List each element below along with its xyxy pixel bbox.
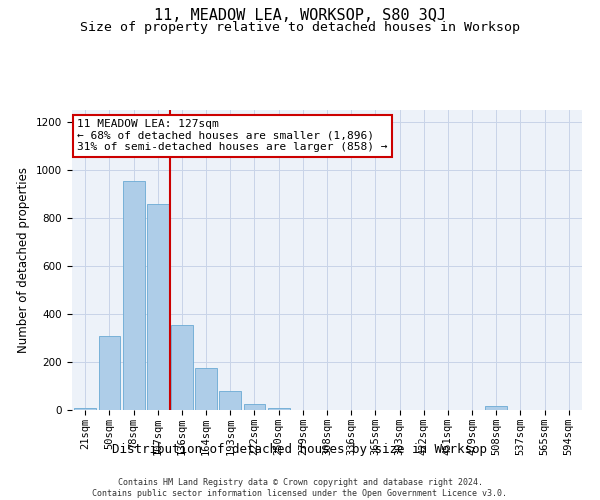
Text: 11 MEADOW LEA: 127sqm
← 68% of detached houses are smaller (1,896)
31% of semi-d: 11 MEADOW LEA: 127sqm ← 68% of detached … bbox=[77, 119, 388, 152]
Text: Distribution of detached houses by size in Worksop: Distribution of detached houses by size … bbox=[113, 442, 487, 456]
Bar bbox=[244, 404, 265, 410]
Bar bbox=[268, 408, 290, 410]
Bar bbox=[171, 325, 193, 410]
Bar bbox=[485, 406, 507, 410]
Bar bbox=[195, 368, 217, 410]
Bar bbox=[74, 408, 96, 410]
Y-axis label: Number of detached properties: Number of detached properties bbox=[17, 167, 31, 353]
Bar bbox=[147, 204, 169, 410]
Text: 11, MEADOW LEA, WORKSOP, S80 3QJ: 11, MEADOW LEA, WORKSOP, S80 3QJ bbox=[154, 8, 446, 22]
Text: Contains HM Land Registry data © Crown copyright and database right 2024.
Contai: Contains HM Land Registry data © Crown c… bbox=[92, 478, 508, 498]
Bar bbox=[220, 391, 241, 410]
Text: Size of property relative to detached houses in Worksop: Size of property relative to detached ho… bbox=[80, 21, 520, 34]
Bar bbox=[98, 336, 121, 410]
Bar bbox=[123, 181, 145, 410]
